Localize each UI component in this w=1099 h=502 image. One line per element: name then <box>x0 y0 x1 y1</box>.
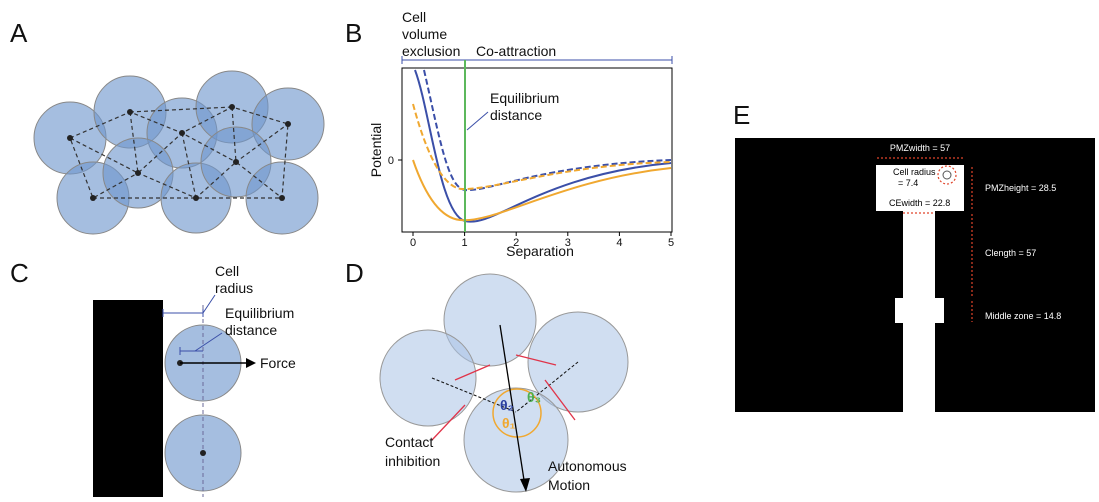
y-axis-label: Potential <box>368 123 384 177</box>
label: Cell <box>215 263 239 279</box>
dimension-label: PMZheight = 28.5 <box>985 183 1056 193</box>
dimension-label: Middle zone = 14.8 <box>985 311 1061 321</box>
panel-label: E <box>733 100 750 130</box>
label: distance <box>225 322 277 338</box>
x-tick-label: 0 <box>410 237 416 249</box>
leader-line <box>467 112 488 130</box>
angle-label: θ₃ <box>527 389 541 405</box>
figure: A B Cell volume exclusion Co-attraction … <box>0 0 1099 497</box>
dimension-label: Cell radius <box>893 167 936 177</box>
region-label: Cell <box>402 9 426 25</box>
region-label: exclusion <box>402 43 460 59</box>
panel-label: C <box>10 258 29 288</box>
annotation: Equilibrium <box>490 90 559 106</box>
x-tick-label: 4 <box>616 237 622 249</box>
label: Motion <box>548 477 590 493</box>
label: Contact <box>385 434 433 450</box>
x-tick-label: 5 <box>668 237 674 249</box>
dimension-label: CEwidth = 22.8 <box>889 198 950 208</box>
wall <box>93 300 163 497</box>
label: Equilibrium <box>225 305 294 321</box>
annotation: distance <box>490 107 542 123</box>
panel-label: D <box>345 258 364 288</box>
dimension-label: Clength = 57 <box>985 248 1036 258</box>
label: Autonomous <box>548 458 627 474</box>
cell-cluster <box>34 71 324 234</box>
y-tick-label: 0 <box>388 155 394 167</box>
label: inhibition <box>385 453 440 469</box>
x-tick-label: 3 <box>565 237 571 249</box>
x-tick-label: 2 <box>513 237 519 249</box>
label: Force <box>260 355 296 371</box>
x-tick-label: 1 <box>462 237 468 249</box>
angle-label: θ₁ <box>502 415 516 431</box>
dimension-label: = 7.4 <box>898 178 918 188</box>
dimension-label: PMZwidth = 57 <box>890 143 950 153</box>
label: radius <box>215 280 253 296</box>
region-label: Co-attraction <box>476 43 556 59</box>
panel-label: A <box>10 18 28 48</box>
angle-label: θ₂ <box>500 397 514 413</box>
panel-label: B <box>345 18 362 48</box>
region-label: volume <box>402 26 447 42</box>
